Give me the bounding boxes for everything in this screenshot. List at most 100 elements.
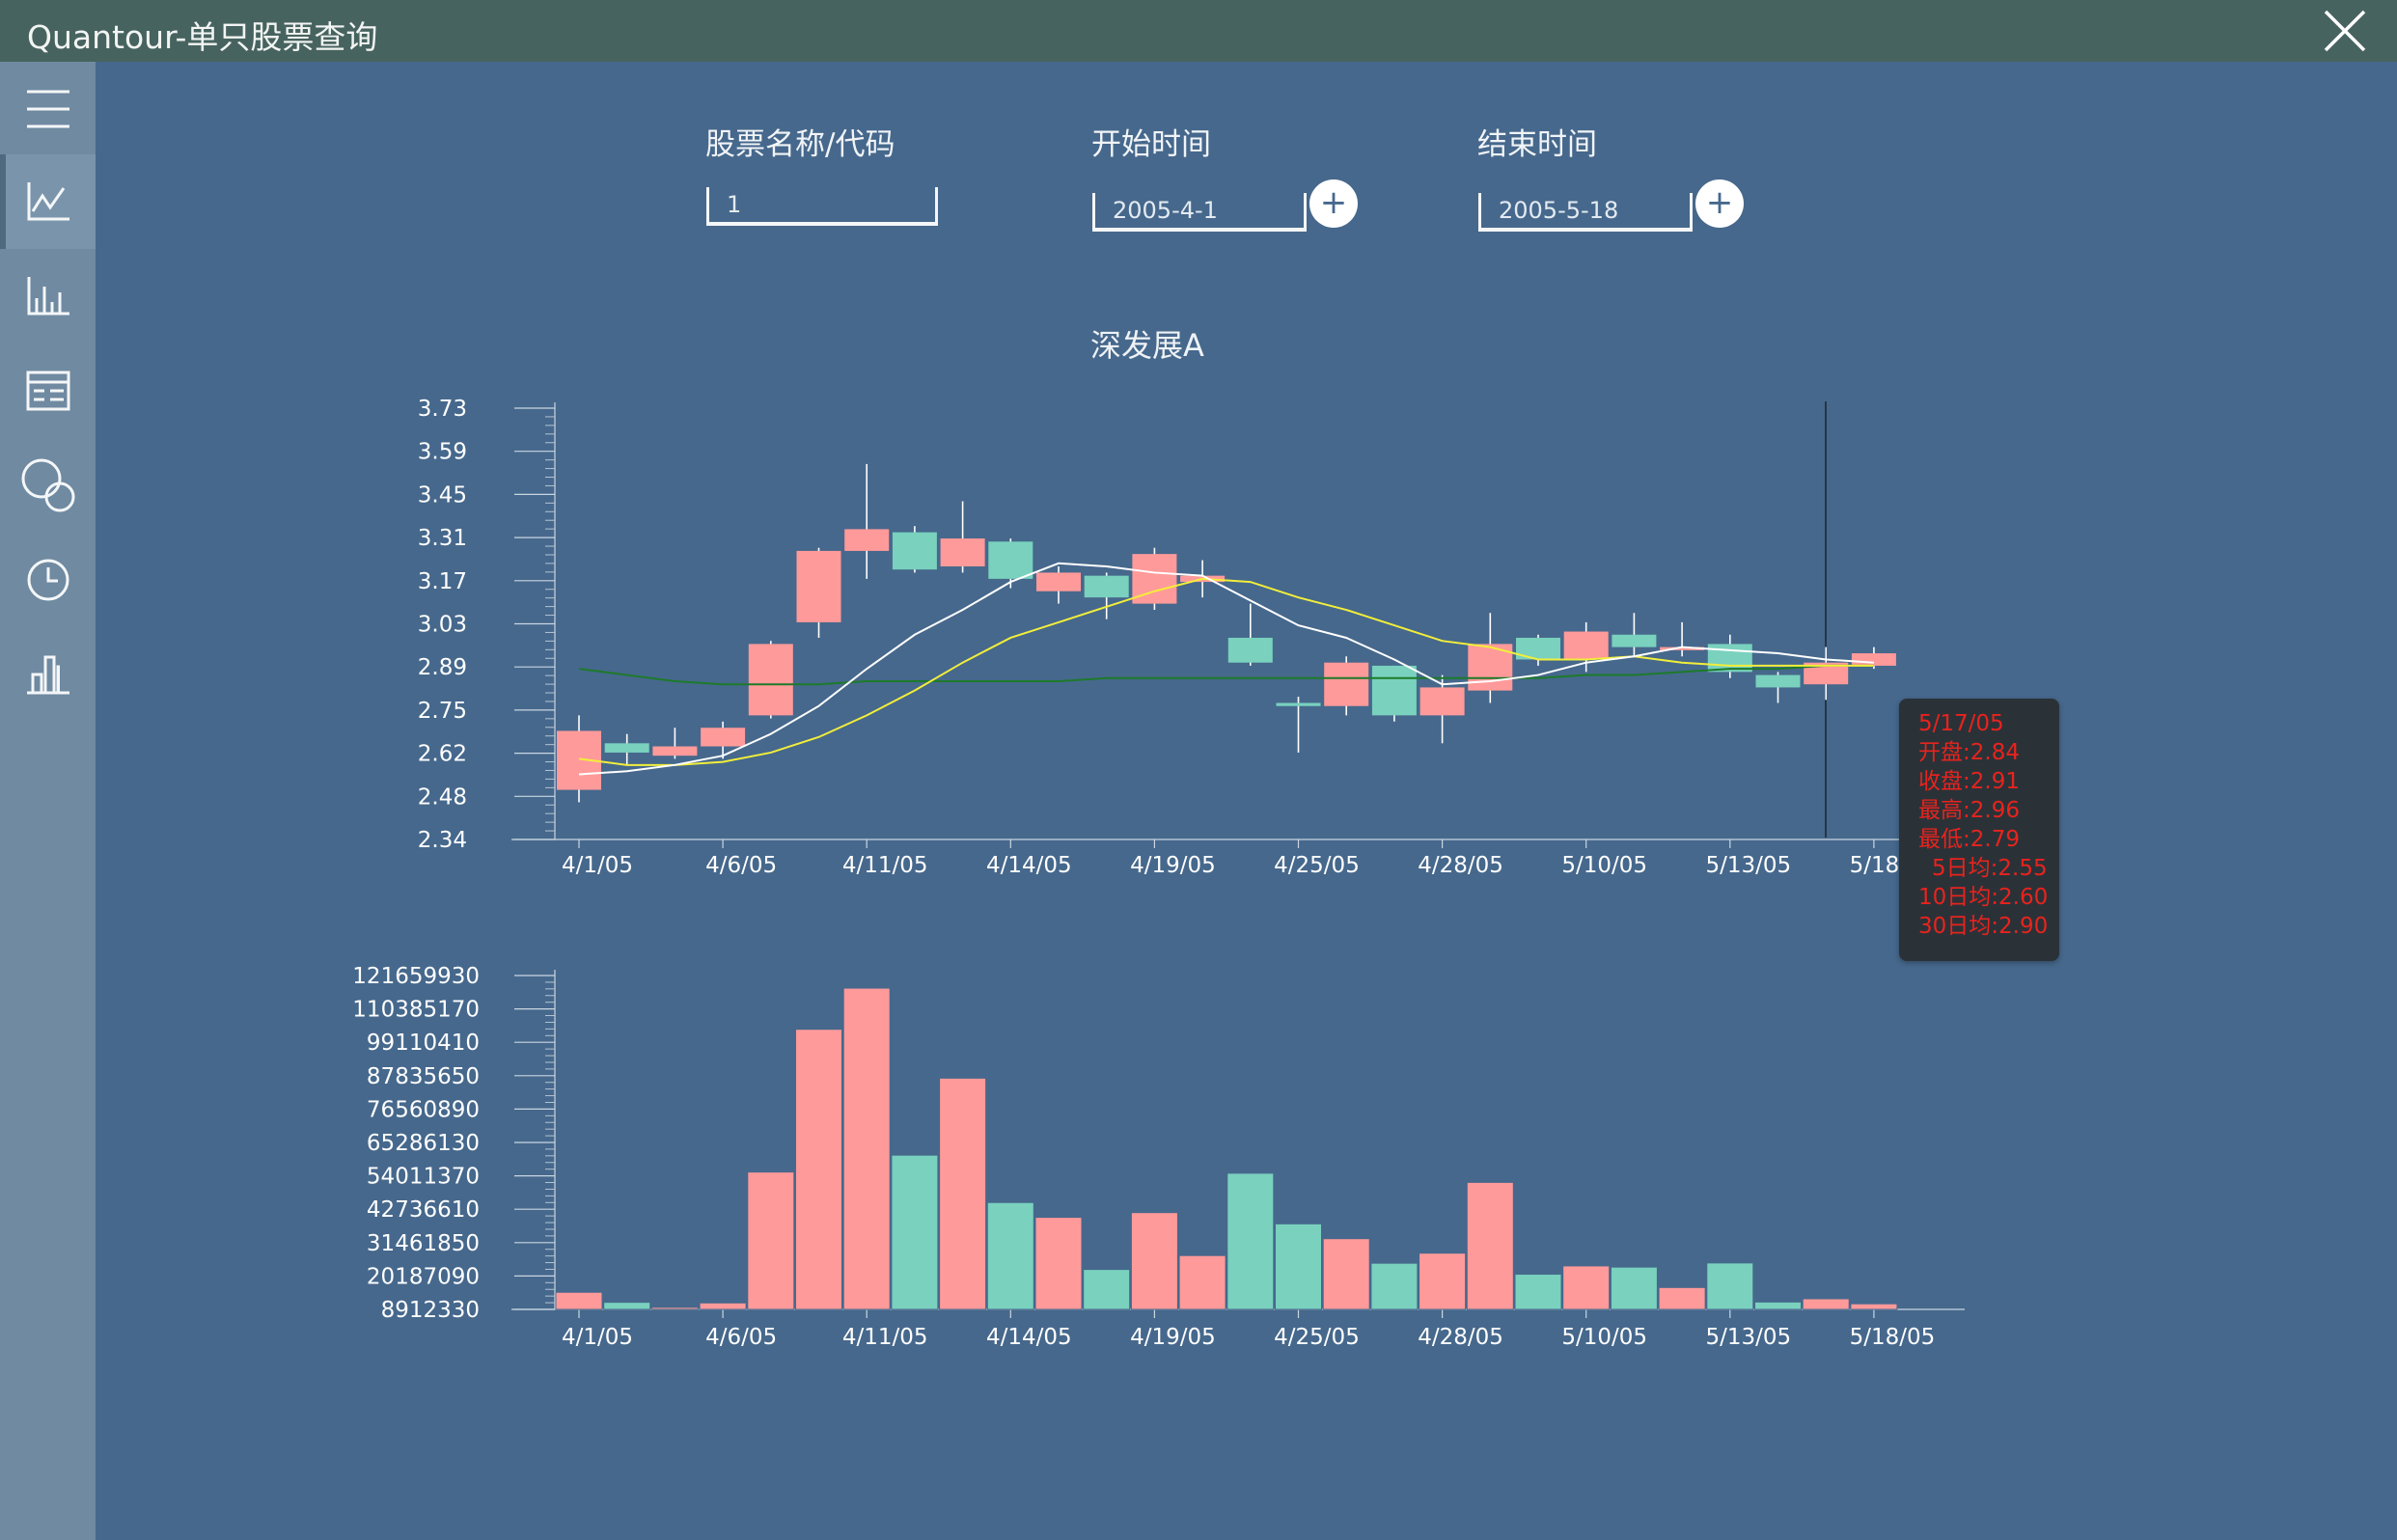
close-icon (2324, 10, 2366, 52)
volume-bar (1658, 1286, 1706, 1310)
price-y-tick-label: 2.62 (418, 742, 467, 767)
candle-body (701, 728, 746, 747)
tooltip-date: 5/17/05 (1918, 711, 2004, 736)
volume-x-tick-label: 4/19/05 (1130, 1325, 1216, 1350)
price-y-tick-label: 3.59 (418, 440, 467, 465)
volume-x-tick-label: 4/14/05 (986, 1325, 1072, 1350)
volume-bar (1850, 1303, 1898, 1310)
price-x-tick-label: 4/25/05 (1274, 853, 1360, 878)
volume-bar (1466, 1181, 1514, 1310)
tooltip-ma30: 30日均:2.90 (1918, 914, 2049, 939)
candle-body (988, 541, 1033, 579)
volume-bar (1514, 1274, 1562, 1310)
ma5-line (578, 562, 1874, 776)
candle-body (1612, 634, 1657, 647)
histogram-icon (26, 655, 69, 695)
candle-body (844, 529, 890, 551)
volume-x-tick-label: 4/6/05 (705, 1325, 777, 1350)
volume-bar (1275, 1223, 1322, 1310)
price-tooltip: 5/17/05 开盘:2.84 收盘:2.91 最高:2.96 最低:2.79 … (1899, 699, 2059, 961)
sidebar-item-line-chart[interactable] (0, 154, 96, 249)
start-date-label: 开始时间 (1091, 127, 1211, 162)
candle-body (1419, 687, 1465, 716)
volume-bar (1034, 1217, 1083, 1310)
volume-bar (795, 1029, 842, 1310)
price-x-tick-label: 4/14/05 (986, 853, 1072, 878)
volume-x-tick-label: 5/18/05 (1850, 1325, 1936, 1350)
volume-bar (842, 987, 891, 1310)
price-y-tick-label: 2.89 (418, 655, 467, 680)
tooltip-ma5: 5日均:2.55 (1932, 856, 2048, 881)
candle-body (748, 644, 793, 716)
tooltip-low: 最低:2.79 (1918, 827, 2020, 852)
volume-bar (1419, 1252, 1467, 1310)
price-x-tick-label: 4/1/05 (562, 853, 633, 878)
price-y-tick-label: 3.73 (418, 397, 467, 422)
sidebar-item-histogram[interactable] (0, 627, 96, 722)
price-y-tick-label: 3.17 (418, 569, 467, 594)
candle-body (1036, 572, 1081, 591)
start-date-add-button[interactable]: + (1309, 179, 1358, 228)
volume-bar (1226, 1172, 1275, 1310)
title-bar: Quantour-单只股票查询 (0, 0, 2397, 62)
volume-bar (1610, 1266, 1658, 1310)
end-date-add-button[interactable]: + (1695, 179, 1744, 228)
volume-y-tick-label: 110385170 (352, 998, 480, 1023)
volume-y-tick-label: 20187090 (367, 1264, 480, 1289)
volume-x-tick-label: 4/25/05 (1274, 1325, 1360, 1350)
candle-body (652, 746, 698, 756)
volume-bar (1802, 1298, 1850, 1310)
volume-y-tick-label: 99110410 (367, 1031, 480, 1056)
volume-bar (1754, 1301, 1802, 1310)
price-y-tick-label: 3.03 (418, 613, 467, 638)
volume-bar (555, 1291, 603, 1310)
candle-body (1516, 637, 1560, 660)
candle-body (892, 532, 937, 570)
price-x-tick-label: 4/11/05 (842, 853, 928, 878)
candle-body (1755, 674, 1801, 688)
price-y-tick-label: 3.31 (418, 526, 467, 551)
volume-bar (1370, 1262, 1419, 1310)
menu-icon (26, 90, 69, 128)
volume-bar (1562, 1265, 1611, 1310)
close-button[interactable] (2318, 4, 2372, 58)
sidebar-item-history[interactable] (0, 533, 96, 627)
sidebar-menu-button[interactable] (0, 62, 96, 156)
bar-chart-icon (27, 277, 69, 316)
sidebar-item-table[interactable] (0, 344, 96, 438)
candle-body (1804, 662, 1849, 685)
price-y-tick-label: 2.34 (418, 828, 467, 853)
ma30-line (578, 664, 1874, 686)
volume-bar (603, 1302, 651, 1310)
ma10-line (578, 577, 1874, 766)
candle-body (1851, 653, 1896, 666)
app-title: Quantour-单只股票查询 (27, 18, 378, 56)
sidebar-item-compare[interactable] (0, 438, 96, 533)
tooltip-ma10: 10日均:2.60 (1918, 885, 2049, 910)
volume-y-tick-label: 8912330 (381, 1298, 480, 1323)
candle-body (1324, 662, 1369, 706)
end-date-input[interactable] (1478, 193, 1693, 232)
start-date-input[interactable] (1092, 193, 1307, 232)
candle-body (940, 538, 985, 567)
volume-bar (1083, 1269, 1131, 1310)
volume-x-tick-label: 4/28/05 (1418, 1325, 1503, 1350)
stock-code-input[interactable] (706, 187, 938, 226)
end-date-label: 结束时间 (1477, 127, 1597, 162)
sidebar (0, 62, 96, 1540)
candle-body (1084, 575, 1129, 598)
volume-y-tick-label: 65286130 (367, 1131, 480, 1156)
price-x-tick-label: 5/10/05 (1561, 853, 1647, 878)
candle-body (1276, 702, 1321, 706)
volume-x-tick-label: 5/13/05 (1705, 1325, 1791, 1350)
volume-bar (699, 1302, 747, 1310)
sidebar-item-bar-chart[interactable] (0, 249, 96, 344)
volume-bar (939, 1077, 987, 1310)
price-x-tick-label: 4/6/05 (705, 853, 777, 878)
volume-bar (891, 1154, 939, 1310)
volume-bar (650, 1306, 699, 1310)
stock-code-label: 股票名称/代码 (705, 127, 895, 162)
volume-y-tick-label: 42736610 (367, 1197, 480, 1223)
line-chart-icon (27, 182, 69, 221)
